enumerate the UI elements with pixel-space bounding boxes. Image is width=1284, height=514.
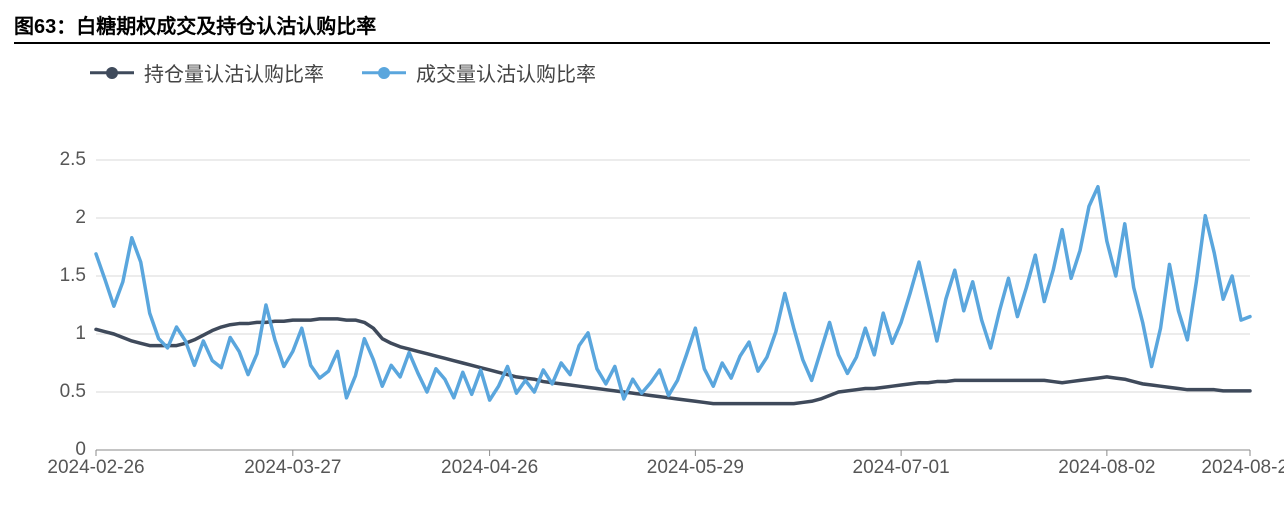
legend-item-volume-pcr: 成交量认沽认购比率 bbox=[362, 58, 596, 87]
svg-text:1: 1 bbox=[75, 323, 86, 344]
svg-text:2.5: 2.5 bbox=[60, 149, 86, 170]
chart-area: 00.511.522.52024-02-262024-03-272024-04-… bbox=[60, 120, 1260, 490]
svg-text:2024-08-26: 2024-08-26 bbox=[1201, 457, 1284, 478]
svg-text:2024-02-26: 2024-02-26 bbox=[47, 457, 144, 478]
title-rule bbox=[14, 42, 1270, 44]
svg-text:0.5: 0.5 bbox=[60, 381, 86, 402]
svg-text:1.5: 1.5 bbox=[60, 265, 86, 286]
svg-text:2: 2 bbox=[75, 207, 86, 228]
legend: 持仓量认沽认购比率 成交量认沽认购比率 bbox=[90, 58, 596, 87]
svg-text:2024-03-27: 2024-03-27 bbox=[244, 457, 341, 478]
svg-text:2024-04-26: 2024-04-26 bbox=[441, 457, 538, 478]
line-chart: 00.511.522.52024-02-262024-03-272024-04-… bbox=[60, 120, 1260, 490]
svg-text:2024-07-01: 2024-07-01 bbox=[853, 457, 950, 478]
svg-text:2024-08-02: 2024-08-02 bbox=[1058, 457, 1155, 478]
legend-label: 持仓量认沽认购比率 bbox=[144, 58, 324, 87]
legend-label: 成交量认沽认购比率 bbox=[416, 58, 596, 87]
figure-title: 图63：白糖期权成交及持仓认沽认购比率 bbox=[14, 10, 376, 39]
svg-text:2024-05-29: 2024-05-29 bbox=[647, 457, 744, 478]
legend-item-open-interest-pcr: 持仓量认沽认购比率 bbox=[90, 58, 324, 87]
